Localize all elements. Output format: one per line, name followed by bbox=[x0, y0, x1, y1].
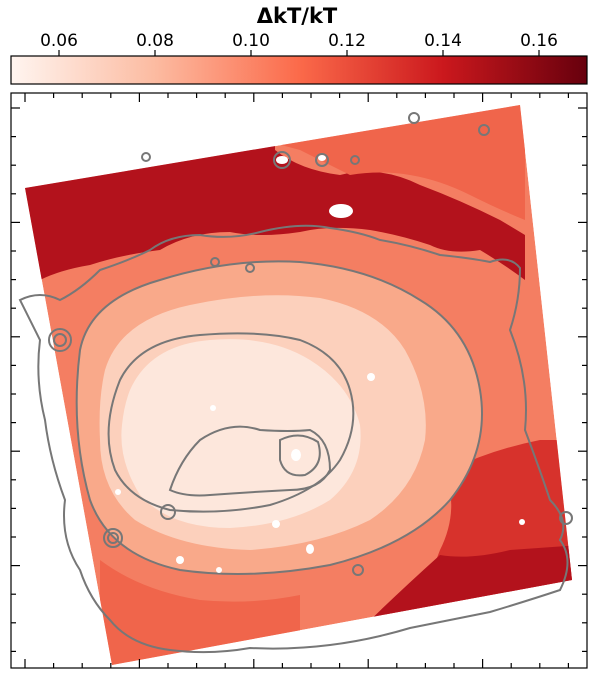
region-highest-top bbox=[25, 140, 525, 285]
contour-blob-5 bbox=[408, 112, 420, 124]
contour-point-source-3 bbox=[160, 504, 176, 520]
contour-blob-4 bbox=[478, 124, 490, 136]
contour-inner bbox=[107, 332, 355, 513]
mask-hole-1 bbox=[329, 204, 353, 218]
contour-blob-3 bbox=[141, 152, 151, 162]
mask-hole-8 bbox=[176, 556, 184, 564]
colorbar-tick-label: 0.06 bbox=[40, 31, 78, 51]
mask-hole-5 bbox=[210, 405, 216, 411]
colorbar-bar bbox=[10, 55, 588, 85]
mask-hole-4 bbox=[367, 373, 375, 381]
mask-hole-12 bbox=[216, 567, 222, 573]
masked-sources bbox=[115, 155, 525, 573]
contour-point-source-1-outer bbox=[48, 328, 72, 352]
region-high-top bbox=[270, 105, 525, 220]
colorbar-tick-label: 0.12 bbox=[328, 31, 366, 51]
surface-brightness-contours bbox=[18, 112, 573, 654]
region-lowest bbox=[121, 339, 361, 528]
colorbar-tick-label: 0.16 bbox=[520, 31, 558, 51]
contour-blob-1 bbox=[273, 151, 291, 169]
mask-hole-7 bbox=[272, 520, 280, 528]
colorbar-tick-label: 0.10 bbox=[232, 31, 270, 51]
contour-point-source-2 bbox=[107, 532, 119, 544]
mask-hole-11 bbox=[115, 489, 121, 495]
map-tile bbox=[25, 105, 572, 665]
contour-core bbox=[168, 425, 332, 497]
mask-hole-10 bbox=[519, 519, 525, 525]
mask-hole-3 bbox=[318, 155, 326, 161]
map-panel bbox=[10, 92, 588, 669]
colorbar-tick-label: 0.14 bbox=[424, 31, 462, 51]
contour-point-source-5 bbox=[559, 511, 573, 525]
colorbar-tick-label: 0.08 bbox=[136, 31, 174, 51]
contour-point-source-1 bbox=[53, 333, 67, 347]
contour-point-source-4 bbox=[352, 564, 364, 576]
mask-hole-2 bbox=[276, 156, 288, 164]
mask-hole-9 bbox=[306, 544, 314, 554]
contour-peak bbox=[279, 434, 321, 477]
contour-middle bbox=[75, 260, 483, 575]
mask-hole-6 bbox=[291, 449, 301, 461]
contour-blob-8 bbox=[245, 263, 255, 273]
contour-blob-7 bbox=[210, 257, 220, 267]
contour-blob-6 bbox=[350, 155, 360, 165]
colorbar: ΔkT/kT 0.06 0.08 0.10 0.12 0.14 0.16 bbox=[10, 4, 588, 85]
contour-blob-2 bbox=[315, 153, 329, 167]
frame-ticks bbox=[11, 93, 587, 668]
colorbar-title: ΔkT/kT bbox=[257, 4, 338, 28]
contour-point-source-2-outer bbox=[103, 528, 123, 548]
colorbar-ticks: 0.06 0.08 0.10 0.12 0.14 0.16 bbox=[40, 31, 558, 56]
